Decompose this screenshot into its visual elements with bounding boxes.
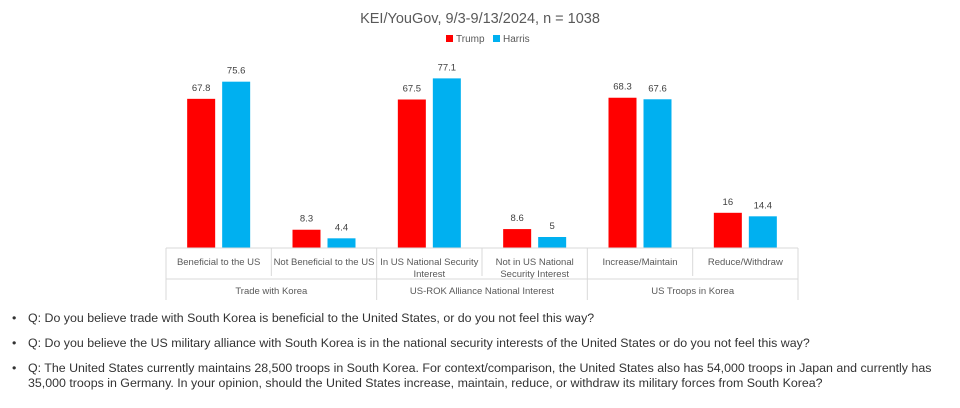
category-label: Not in US National bbox=[496, 257, 574, 268]
bullet-icon: • bbox=[12, 311, 17, 325]
bar bbox=[538, 237, 567, 248]
data-label: 16 bbox=[723, 197, 734, 208]
bar bbox=[713, 212, 742, 248]
data-label: 8.6 bbox=[511, 213, 524, 224]
bar bbox=[748, 216, 777, 248]
category-label: Security Interest bbox=[500, 269, 569, 280]
bar bbox=[222, 81, 251, 249]
data-label: 68.3 bbox=[613, 82, 632, 93]
data-label: 5 bbox=[550, 221, 555, 232]
data-label: 67.6 bbox=[648, 83, 667, 94]
data-label: 67.8 bbox=[192, 83, 211, 94]
category-label: Reduce/Withdraw bbox=[708, 257, 783, 268]
legend-swatch bbox=[493, 35, 500, 42]
data-label: 14.4 bbox=[754, 200, 773, 211]
bar bbox=[432, 78, 461, 248]
bullet-icon: • bbox=[12, 336, 17, 350]
legend-label: Trump bbox=[456, 34, 485, 45]
category-label: Not Beneficial to the US bbox=[274, 257, 375, 268]
data-label: 77.1 bbox=[438, 62, 457, 73]
bar-chart: KEI/YouGov, 9/3-9/13/2024, n = 1038 Trump… bbox=[165, 11, 799, 300]
data-label: 75.6 bbox=[227, 66, 246, 77]
category-label: Beneficial to the US bbox=[177, 257, 260, 268]
question-text: Q: The United States currently maintains… bbox=[28, 361, 932, 390]
category-label: In US National Security bbox=[380, 257, 478, 268]
bar bbox=[292, 229, 321, 248]
data-label: 4.4 bbox=[335, 222, 348, 233]
question-item-2: • Q: Do you believe the US military alli… bbox=[12, 336, 956, 351]
question-item-3: • Q: The United States currently maintai… bbox=[12, 361, 956, 391]
legend-label: Harris bbox=[503, 34, 530, 45]
group-label: US-ROK Alliance National Interest bbox=[410, 286, 555, 297]
bar bbox=[643, 99, 672, 248]
question-item-1: • Q: Do you believe trade with South Kor… bbox=[12, 311, 956, 326]
question-text: Q: Do you believe trade with South Korea… bbox=[28, 311, 595, 325]
group-label: Trade with Korea bbox=[235, 286, 308, 297]
group-label: US Troops in Korea bbox=[651, 286, 735, 297]
bar bbox=[187, 98, 216, 248]
bar bbox=[327, 238, 356, 248]
category-label: Increase/Maintain bbox=[603, 257, 678, 268]
data-label: 8.3 bbox=[300, 214, 313, 225]
bullet-icon: • bbox=[12, 361, 17, 375]
category-label: Interest bbox=[413, 269, 445, 280]
data-label: 67.5 bbox=[403, 84, 422, 95]
bar bbox=[608, 97, 637, 249]
bar bbox=[503, 229, 532, 248]
bar bbox=[397, 99, 426, 248]
chart-title: KEI/YouGov, 9/3-9/13/2024, n = 1038 bbox=[360, 11, 600, 27]
question-list: • Q: Do you believe trade with South Kor… bbox=[12, 311, 956, 391]
question-text: Q: Do you believe the US military allian… bbox=[28, 336, 810, 350]
legend-swatch bbox=[446, 35, 453, 42]
